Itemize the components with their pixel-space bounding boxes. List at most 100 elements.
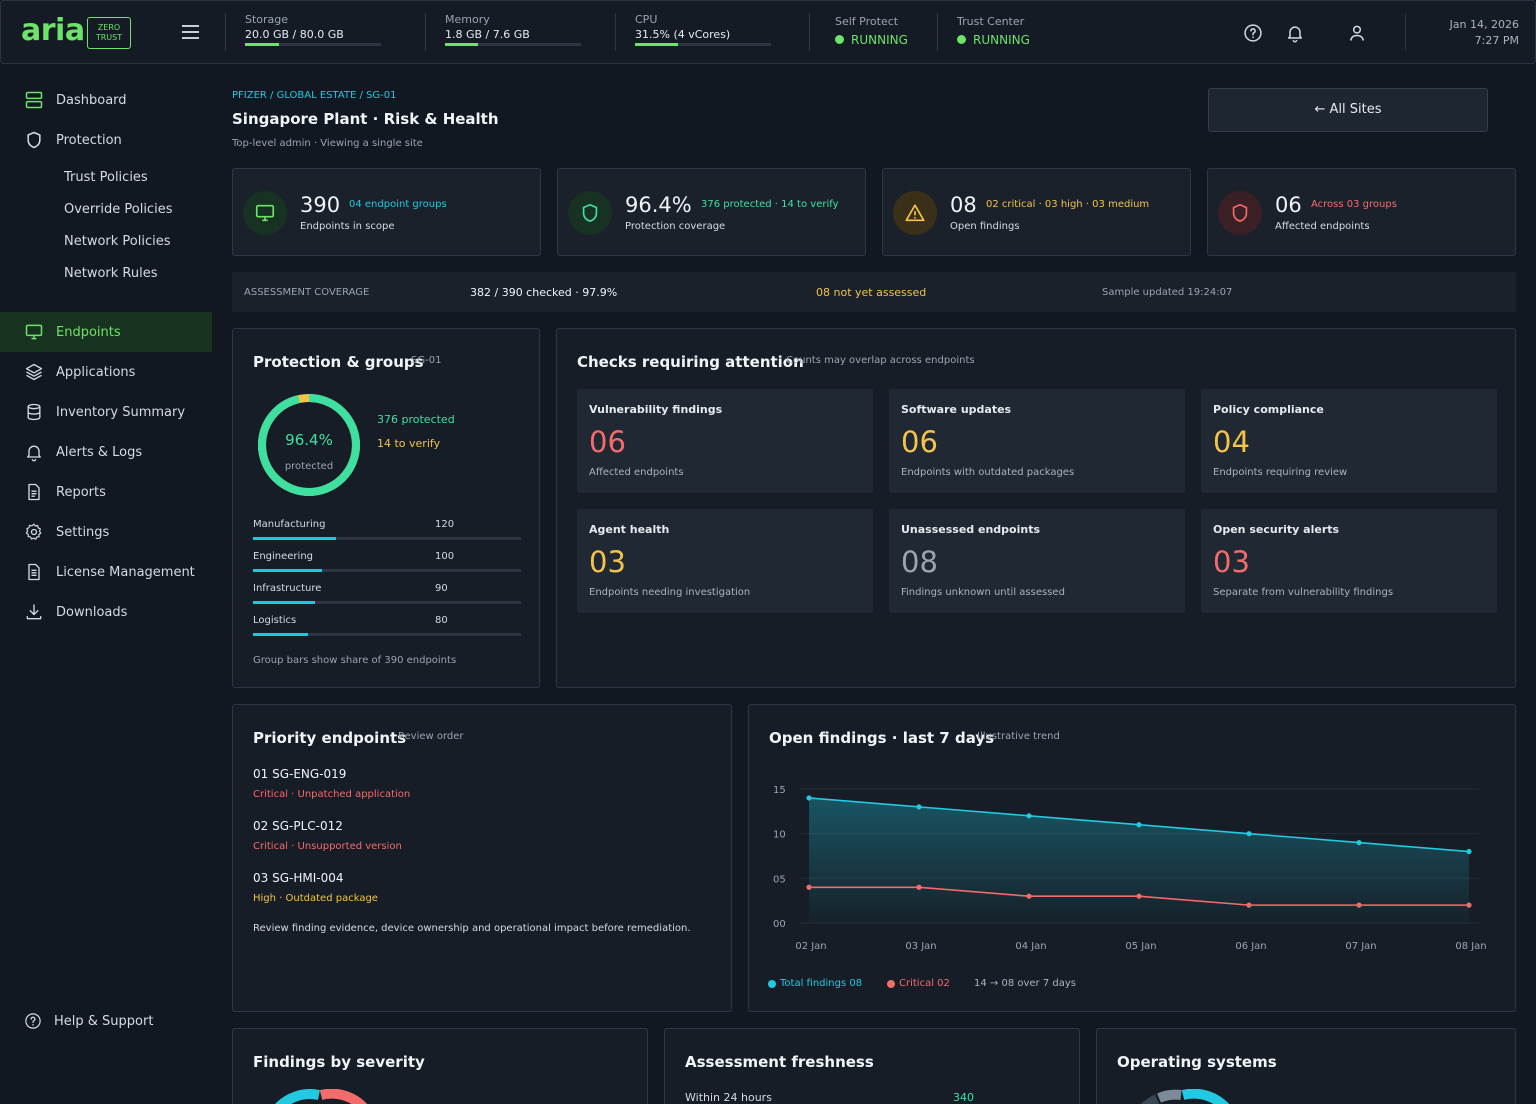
operating-systems-card: Operating systems xyxy=(1096,1028,1516,1104)
group-bar xyxy=(253,537,521,540)
divider xyxy=(615,13,616,51)
sidebar-item-alerts-logs[interactable]: Alerts & Logs xyxy=(0,432,212,472)
sidebar-item-label: Applications xyxy=(56,364,136,380)
kpi-affected-endpoints[interactable]: 06 Across 03 groups Affected endpoints xyxy=(1207,168,1516,256)
self-protect-value: RUNNING xyxy=(851,33,908,47)
priority-endpoint-item[interactable]: 03 SG-HMI-004 High · Outdated package xyxy=(253,871,378,904)
legend-critical: Critical 02 xyxy=(887,978,950,989)
protection-groups-card: Protection & groups SG-01 96.4% protecte… xyxy=(232,328,540,688)
sidebar: Dashboard Protection Trust Policies Over… xyxy=(0,64,220,1104)
kpi-label: Open findings xyxy=(950,221,1020,232)
x-tick-label: 03 Jan xyxy=(905,941,936,952)
check-label: Policy compliance xyxy=(1213,403,1324,416)
coverage-updated: Sample updated 19:24:07 xyxy=(1102,287,1233,298)
self-protect-status: Self Protect RUNNING xyxy=(835,15,908,47)
card-title: Protection & groups xyxy=(253,353,424,371)
total-findings-point xyxy=(1136,822,1142,828)
sidebar-item-applications[interactable]: Applications xyxy=(0,352,212,392)
shield-icon xyxy=(27,131,41,149)
sidebar-item-downloads[interactable]: Downloads xyxy=(0,592,212,632)
breadcrumb[interactable]: PFIZER / GLOBAL ESTATE / SG-01 xyxy=(232,90,397,101)
checks-card: Checks requiring attention Counts may ov… xyxy=(556,328,1516,688)
all-sites-button[interactable]: ← All Sites xyxy=(1208,88,1488,132)
hamburger-menu-icon[interactable] xyxy=(182,25,199,39)
memory-label: Memory xyxy=(445,13,490,26)
sidebar-item-protection[interactable]: Protection xyxy=(0,120,212,160)
priority-endpoint-item[interactable]: 02 SG-PLC-012 Critical · Unsupported ver… xyxy=(253,819,402,852)
check-value: 03 xyxy=(589,545,626,579)
check-agent-health[interactable]: Agent health 03 Endpoints needing invest… xyxy=(577,509,873,613)
x-tick-label: 04 Jan xyxy=(1015,941,1046,952)
user-icon[interactable] xyxy=(1347,23,1367,43)
date-text: Jan 14, 2026 xyxy=(1449,18,1519,31)
sidebar-item-inventory-summary[interactable]: Inventory Summary xyxy=(0,392,212,432)
cpu-metric: CPU 31.5% (4 vCores) xyxy=(635,13,771,46)
kpi-label: Endpoints in scope xyxy=(300,221,395,232)
x-tick-label: 08 Jan xyxy=(1455,941,1486,952)
sidebar-subitem-override-policies[interactable]: Override Policies xyxy=(64,202,173,217)
check-software-updates[interactable]: Software updates 06 Endpoints with outda… xyxy=(889,389,1185,493)
group-value: 90 xyxy=(435,583,448,594)
freshness-row-value: 340 xyxy=(953,1091,974,1104)
sidebar-item-label: Settings xyxy=(56,524,110,540)
check-sub: Separate from vulnerability findings xyxy=(1213,587,1394,598)
divider xyxy=(425,13,426,51)
sidebar-item-endpoints[interactable]: Endpoints xyxy=(0,312,212,352)
total-findings-point xyxy=(1246,831,1252,837)
check-unassessed-endpoints[interactable]: Unassessed endpoints 08 Findings unknown… xyxy=(889,509,1185,613)
kpi-icon-wrap xyxy=(568,191,612,235)
sidebar-item-settings[interactable]: Settings xyxy=(0,512,212,552)
divider xyxy=(1405,13,1406,51)
time-text: 7:27 PM xyxy=(1474,34,1519,47)
top-bar: aria ZERO TRUST Storage 20.0 GB / 80.0 GB… xyxy=(0,0,1536,64)
sidebar-item-reports[interactable]: Reports xyxy=(0,472,212,512)
total-findings-point xyxy=(1356,840,1362,846)
kpi-open-findings[interactable]: 08 02 critical · 03 high · 03 medium Ope… xyxy=(882,168,1191,256)
kpi-protection-coverage[interactable]: 96.4% 376 protected · 14 to verify Prote… xyxy=(557,168,866,256)
license-icon xyxy=(28,563,40,581)
endpoint-name: 02 SG-PLC-012 xyxy=(253,819,343,833)
kpi-tag: Across 03 groups xyxy=(1311,199,1397,210)
kpi-endpoints-in-scope[interactable]: 390 04 endpoint groups Endpoints in scop… xyxy=(232,168,541,256)
endpoint-detail: Critical · Unsupported version xyxy=(253,841,402,852)
divider xyxy=(225,13,226,51)
check-value: 03 xyxy=(1213,545,1250,579)
card-subtitle: Review order xyxy=(398,731,464,742)
sidebar-item-label: Protection xyxy=(56,132,122,148)
check-value: 04 xyxy=(1213,425,1250,459)
check-label: Agent health xyxy=(589,523,670,536)
coverage-label: ASSESSMENT COVERAGE xyxy=(244,287,370,298)
critical-findings-point xyxy=(806,884,812,890)
sidebar-item-label: Endpoints xyxy=(56,324,121,340)
datetime: Jan 14, 2026 7:27 PM xyxy=(1450,17,1519,49)
kpi-label: Affected endpoints xyxy=(1275,221,1370,232)
help-support-link[interactable]: Help & Support xyxy=(24,1012,153,1030)
sidebar-item-dashboard[interactable]: Dashboard xyxy=(0,80,212,120)
x-tick-label: 07 Jan xyxy=(1345,941,1376,952)
group-footnote: Group bars show share of 390 endpoints xyxy=(253,655,457,666)
check-value: 06 xyxy=(589,425,626,459)
status-dot-icon xyxy=(957,35,966,44)
total-findings-point xyxy=(1026,813,1032,819)
sidebar-item-label: Reports xyxy=(56,484,106,500)
open-findings-line-chart: 00 05 10 15 02 Jan 03 Jan 04 Jan 05 Jan 06 Jan 07… xyxy=(773,785,1487,952)
document-icon xyxy=(28,483,40,501)
notification-bell-icon[interactable] xyxy=(1285,23,1305,43)
sidebar-item-license-management[interactable]: License Management xyxy=(0,552,212,592)
kpi-value: 06 xyxy=(1275,193,1302,217)
check-label: Open security alerts xyxy=(1213,523,1340,536)
y-tick-label: 00 xyxy=(773,919,786,930)
sidebar-subitem-network-policies[interactable]: Network Policies xyxy=(64,234,171,249)
critical-findings-point xyxy=(1466,902,1472,908)
check-open-security-alerts[interactable]: Open security alerts 03 Separate from vu… xyxy=(1201,509,1497,613)
check-policy-compliance[interactable]: Policy compliance 04 Endpoints requiring… xyxy=(1201,389,1497,493)
card-subtitle: SG-01 xyxy=(411,355,442,366)
help-icon[interactable] xyxy=(1243,23,1263,43)
sidebar-subitem-trust-policies[interactable]: Trust Policies xyxy=(64,170,148,185)
sidebar-subitem-network-rules[interactable]: Network Rules xyxy=(64,266,158,281)
divider xyxy=(937,13,938,51)
check-vulnerability-findings[interactable]: Vulnerability findings 06 Affected endpo… xyxy=(577,389,873,493)
sidebar-item-label: Alerts & Logs xyxy=(56,444,143,460)
card-subtitle: Counts may overlap across endpoints xyxy=(786,355,975,366)
priority-endpoint-item[interactable]: 01 SG-ENG-019 Critical · Unpatched appli… xyxy=(253,767,410,800)
